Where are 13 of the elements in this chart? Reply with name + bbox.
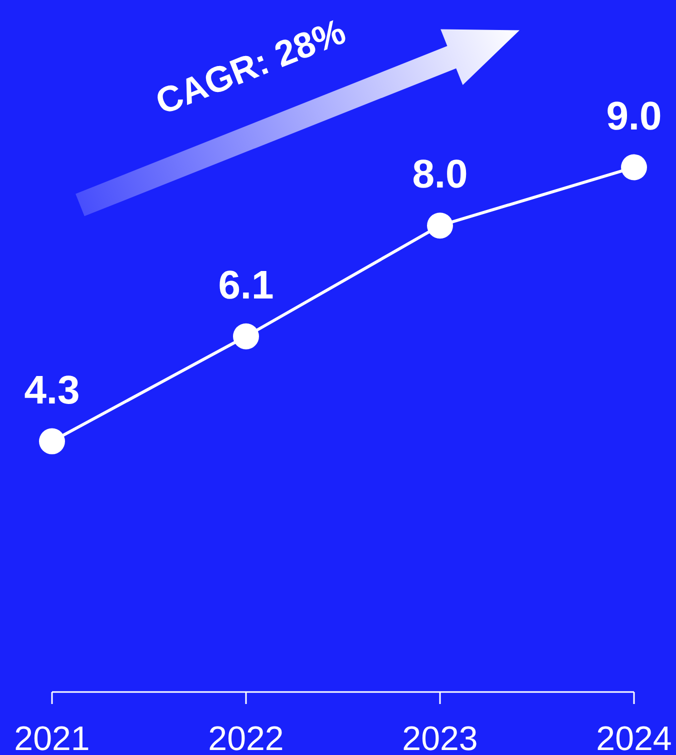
text: CAGR: 28%: [150, 10, 351, 122]
point: [427, 212, 453, 239]
data-label: 9.0: [606, 94, 662, 138]
point: [39, 428, 65, 454]
x-tick-label: 2023: [402, 720, 478, 755]
point: [233, 323, 259, 350]
point: [621, 154, 647, 180]
data-label: 6.1: [218, 263, 274, 308]
x-tick-label: 2022: [208, 720, 284, 755]
data-label: 4.3: [24, 368, 80, 412]
x-tick-label: 2021: [14, 720, 90, 755]
data-label: 8.0: [412, 152, 468, 197]
x-tick-label: 2024: [596, 720, 672, 755]
